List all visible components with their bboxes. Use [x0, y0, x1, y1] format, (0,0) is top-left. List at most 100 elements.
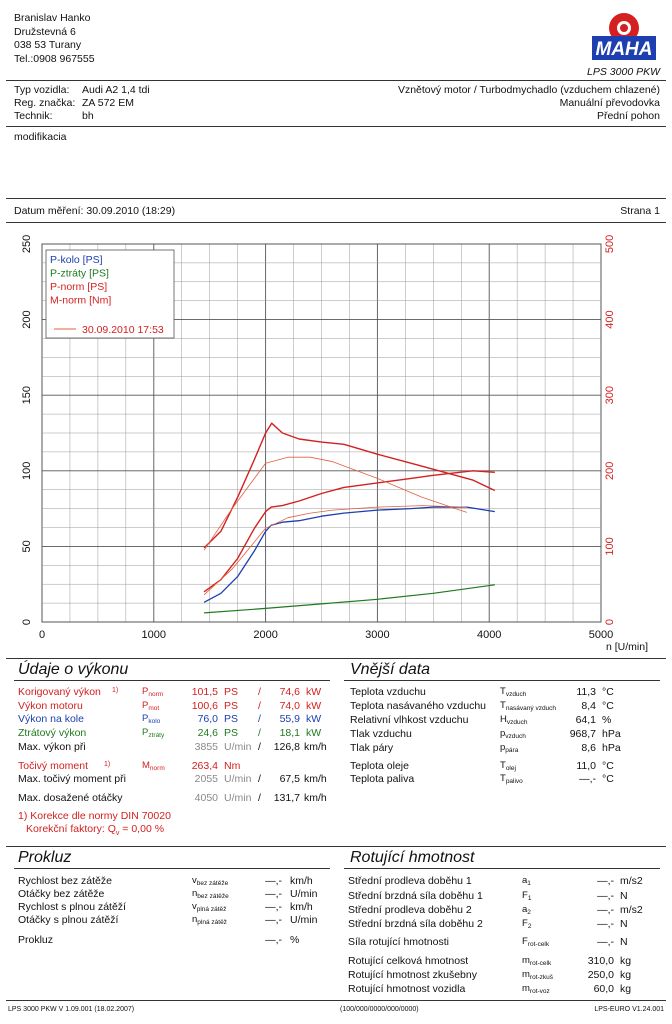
rotating-row-label: Rotující hmotnost vozidla	[348, 983, 466, 995]
max-rpm-row-speed: 131,7	[273, 792, 300, 804]
max-rpm-row-rpm: 4050	[194, 792, 218, 804]
symbol-letter: a	[522, 875, 528, 886]
x-tick-label: 4000	[477, 629, 501, 641]
slip-row-value: —,-	[265, 914, 282, 926]
rotating-row-symbol: mrot-voz	[522, 983, 550, 995]
external-row-label: Teplota paliva	[350, 773, 415, 785]
max-rpm-row-label: Max. dosažené otáčky	[18, 792, 123, 804]
external-row-label: Teplota vzduchu	[350, 686, 426, 698]
rotating-row: Síla rotující hmotnosti Frot-celk —,- N	[0, 936, 672, 950]
symbol-subscript: rot-celk	[527, 941, 550, 948]
rotating-row-label: Rotující hmotnost zkušebny	[348, 969, 477, 981]
external-row-unit: °C	[602, 686, 614, 698]
owner-address: Branislav Hanko Družstevná 6 038 53 Tura…	[14, 12, 95, 66]
max-torque-row: Max. točivý moment při 2055 U/min / 67,5 km/h	[0, 773, 340, 787]
symbol-letter: T	[500, 773, 506, 784]
divider	[6, 222, 666, 223]
rotating-row-value: 250,0	[587, 969, 614, 981]
symbol-subscript: mot	[148, 704, 160, 712]
power-row-unit-ps: PS	[224, 699, 239, 712]
rotating-row-value: —,-	[597, 918, 614, 930]
y-right-tick-label: 400	[604, 310, 616, 328]
slip-row-value: —,-	[265, 901, 282, 913]
slip-row-value: —,-	[265, 875, 282, 887]
external-title-underline	[344, 680, 660, 681]
rotating-row-label: Střední brzdná síla doběhu 1	[348, 890, 483, 902]
slip-row-symbol: nplná zátěž	[192, 914, 227, 926]
power-row-symbol: Pztráty	[142, 727, 164, 739]
y-left-tick-label: 250	[21, 235, 33, 253]
footer-center: (100/000/0000/000/0000)	[340, 1006, 419, 1013]
logo-text: MAHA	[596, 39, 653, 60]
rotating-row-unit: N	[620, 890, 628, 902]
power-title: Údaje o výkonu	[18, 661, 129, 678]
external-row-symbol: Tpalivo	[500, 773, 523, 785]
rotating-row-label: Střední brzdná síla doběhu 2	[348, 918, 483, 930]
owner-city: 038 53 Turany	[14, 39, 82, 51]
external-row: Relativní vlhkost vzduchu Hvzduch 64,1%	[0, 714, 672, 728]
power-row-value-ps: 76,0	[197, 713, 218, 725]
max-torque-row-rpm-unit: U/min	[224, 773, 252, 785]
symbol-letter: p	[500, 728, 506, 739]
vehicle-tech-value: bh	[82, 110, 94, 122]
footer-left: LPS 3000 PKW V 1.09.001 (18.02.2007)	[8, 1006, 135, 1013]
external-row-value: 64,1	[575, 714, 596, 726]
chart-series	[203, 422, 496, 614]
max-power-row-rpm: 3855	[194, 741, 218, 753]
slip-row-label: Rychlost bez zátěže	[18, 875, 112, 887]
owner-phone: Tel.:0908 967555	[14, 52, 95, 65]
rotating-row-value: —,-	[597, 875, 614, 887]
max-torque-row-separator: /	[258, 773, 261, 785]
max-power-row: Max. výkon při 3855 U/min / 126,8 km/h	[0, 741, 340, 755]
vehicle-type-value: Audi A2 1,4 tdi	[82, 84, 150, 96]
divider	[6, 198, 666, 199]
slip-row-label: Otáčky s plnou zátěží	[18, 914, 119, 926]
symbol-subscript: olej	[505, 765, 516, 772]
symbol-letter: v	[192, 901, 197, 912]
max-power-row-rpm-unit: U/min	[224, 741, 252, 753]
slip-row-value: —,-	[265, 888, 282, 900]
rotating-row-unit: m/s2	[620, 904, 643, 916]
power-row: Výkon motoru Pmot 100,6 PS / 74,0 kW	[0, 700, 340, 714]
rotating-row: Rotující hmotnost zkušebny mrot-zkuš 250,0…	[0, 969, 672, 983]
legend-box	[45, 249, 175, 339]
symbol-letter: m	[522, 983, 530, 994]
divider	[6, 846, 666, 847]
symbol-letter: M	[142, 760, 150, 771]
rotating-row-label: Střední prodleva doběhu 2	[348, 904, 472, 916]
power-row-value-ps: 101,5	[191, 686, 218, 698]
slip-row-symbol: vbez zátěže	[192, 875, 228, 887]
power-row-symbol: Pmot	[142, 700, 159, 712]
external-row: Tlak páry ppára 8,6 hPa	[0, 742, 672, 756]
x-axis-label: n [U/min]	[606, 641, 648, 653]
legend-entry: M-norm [Nm]	[50, 295, 111, 307]
rotating-row: Střední prodleva doběhu 1 a1 —,- m/s2	[0, 875, 672, 889]
vehicle-tech-label: Technik:	[14, 110, 53, 122]
symbol-subscript: vzduch	[505, 691, 527, 698]
series-line	[203, 470, 495, 593]
symbol-letter: a	[522, 904, 528, 915]
rotating-row-symbol: Frot-celk	[522, 936, 549, 948]
rotating-row: Střední brzdná síla doběhu 1 F1 —,- N	[0, 890, 672, 904]
chart-legend: P-kolo [PS] P-ztráty [PS]P-norm [PS] M-nor…	[45, 249, 175, 339]
y-right-tick-label: 100	[604, 537, 616, 555]
factor-value: = 0,00 %	[119, 823, 165, 835]
rotating-row-label: Síla rotující hmotnosti	[348, 936, 449, 948]
footer-right: LPS-EURO V1.24.001	[594, 1006, 664, 1013]
external-row-value: 8,4	[581, 700, 596, 712]
max-power-row-speed-unit: km/h	[304, 741, 327, 753]
max-rpm-row-separator: /	[258, 792, 261, 804]
torque-label: Točivý moment	[18, 760, 89, 772]
power-row: Výkon na kole Pkolo 76,0 PS / 55,9 kW	[0, 713, 340, 727]
symbol-letter: T	[500, 760, 506, 771]
y-right-tick-label: 300	[604, 386, 616, 404]
symbol-letter: F	[522, 936, 528, 947]
x-tick-label: 0	[39, 629, 45, 641]
rotating-row-value: 310,0	[587, 955, 614, 967]
external-row-label: Tlak vzduchu	[350, 728, 412, 740]
power-row-symbol: Pnorm	[142, 686, 163, 698]
rotating-row-label: Střední prodleva doběhu 1	[348, 875, 472, 887]
max-rpm-row: Max. dosažené otáčky 4050 U/min / 131,7 km/h	[0, 792, 340, 806]
slip-row-symbol: vplná zátěž	[192, 901, 226, 913]
